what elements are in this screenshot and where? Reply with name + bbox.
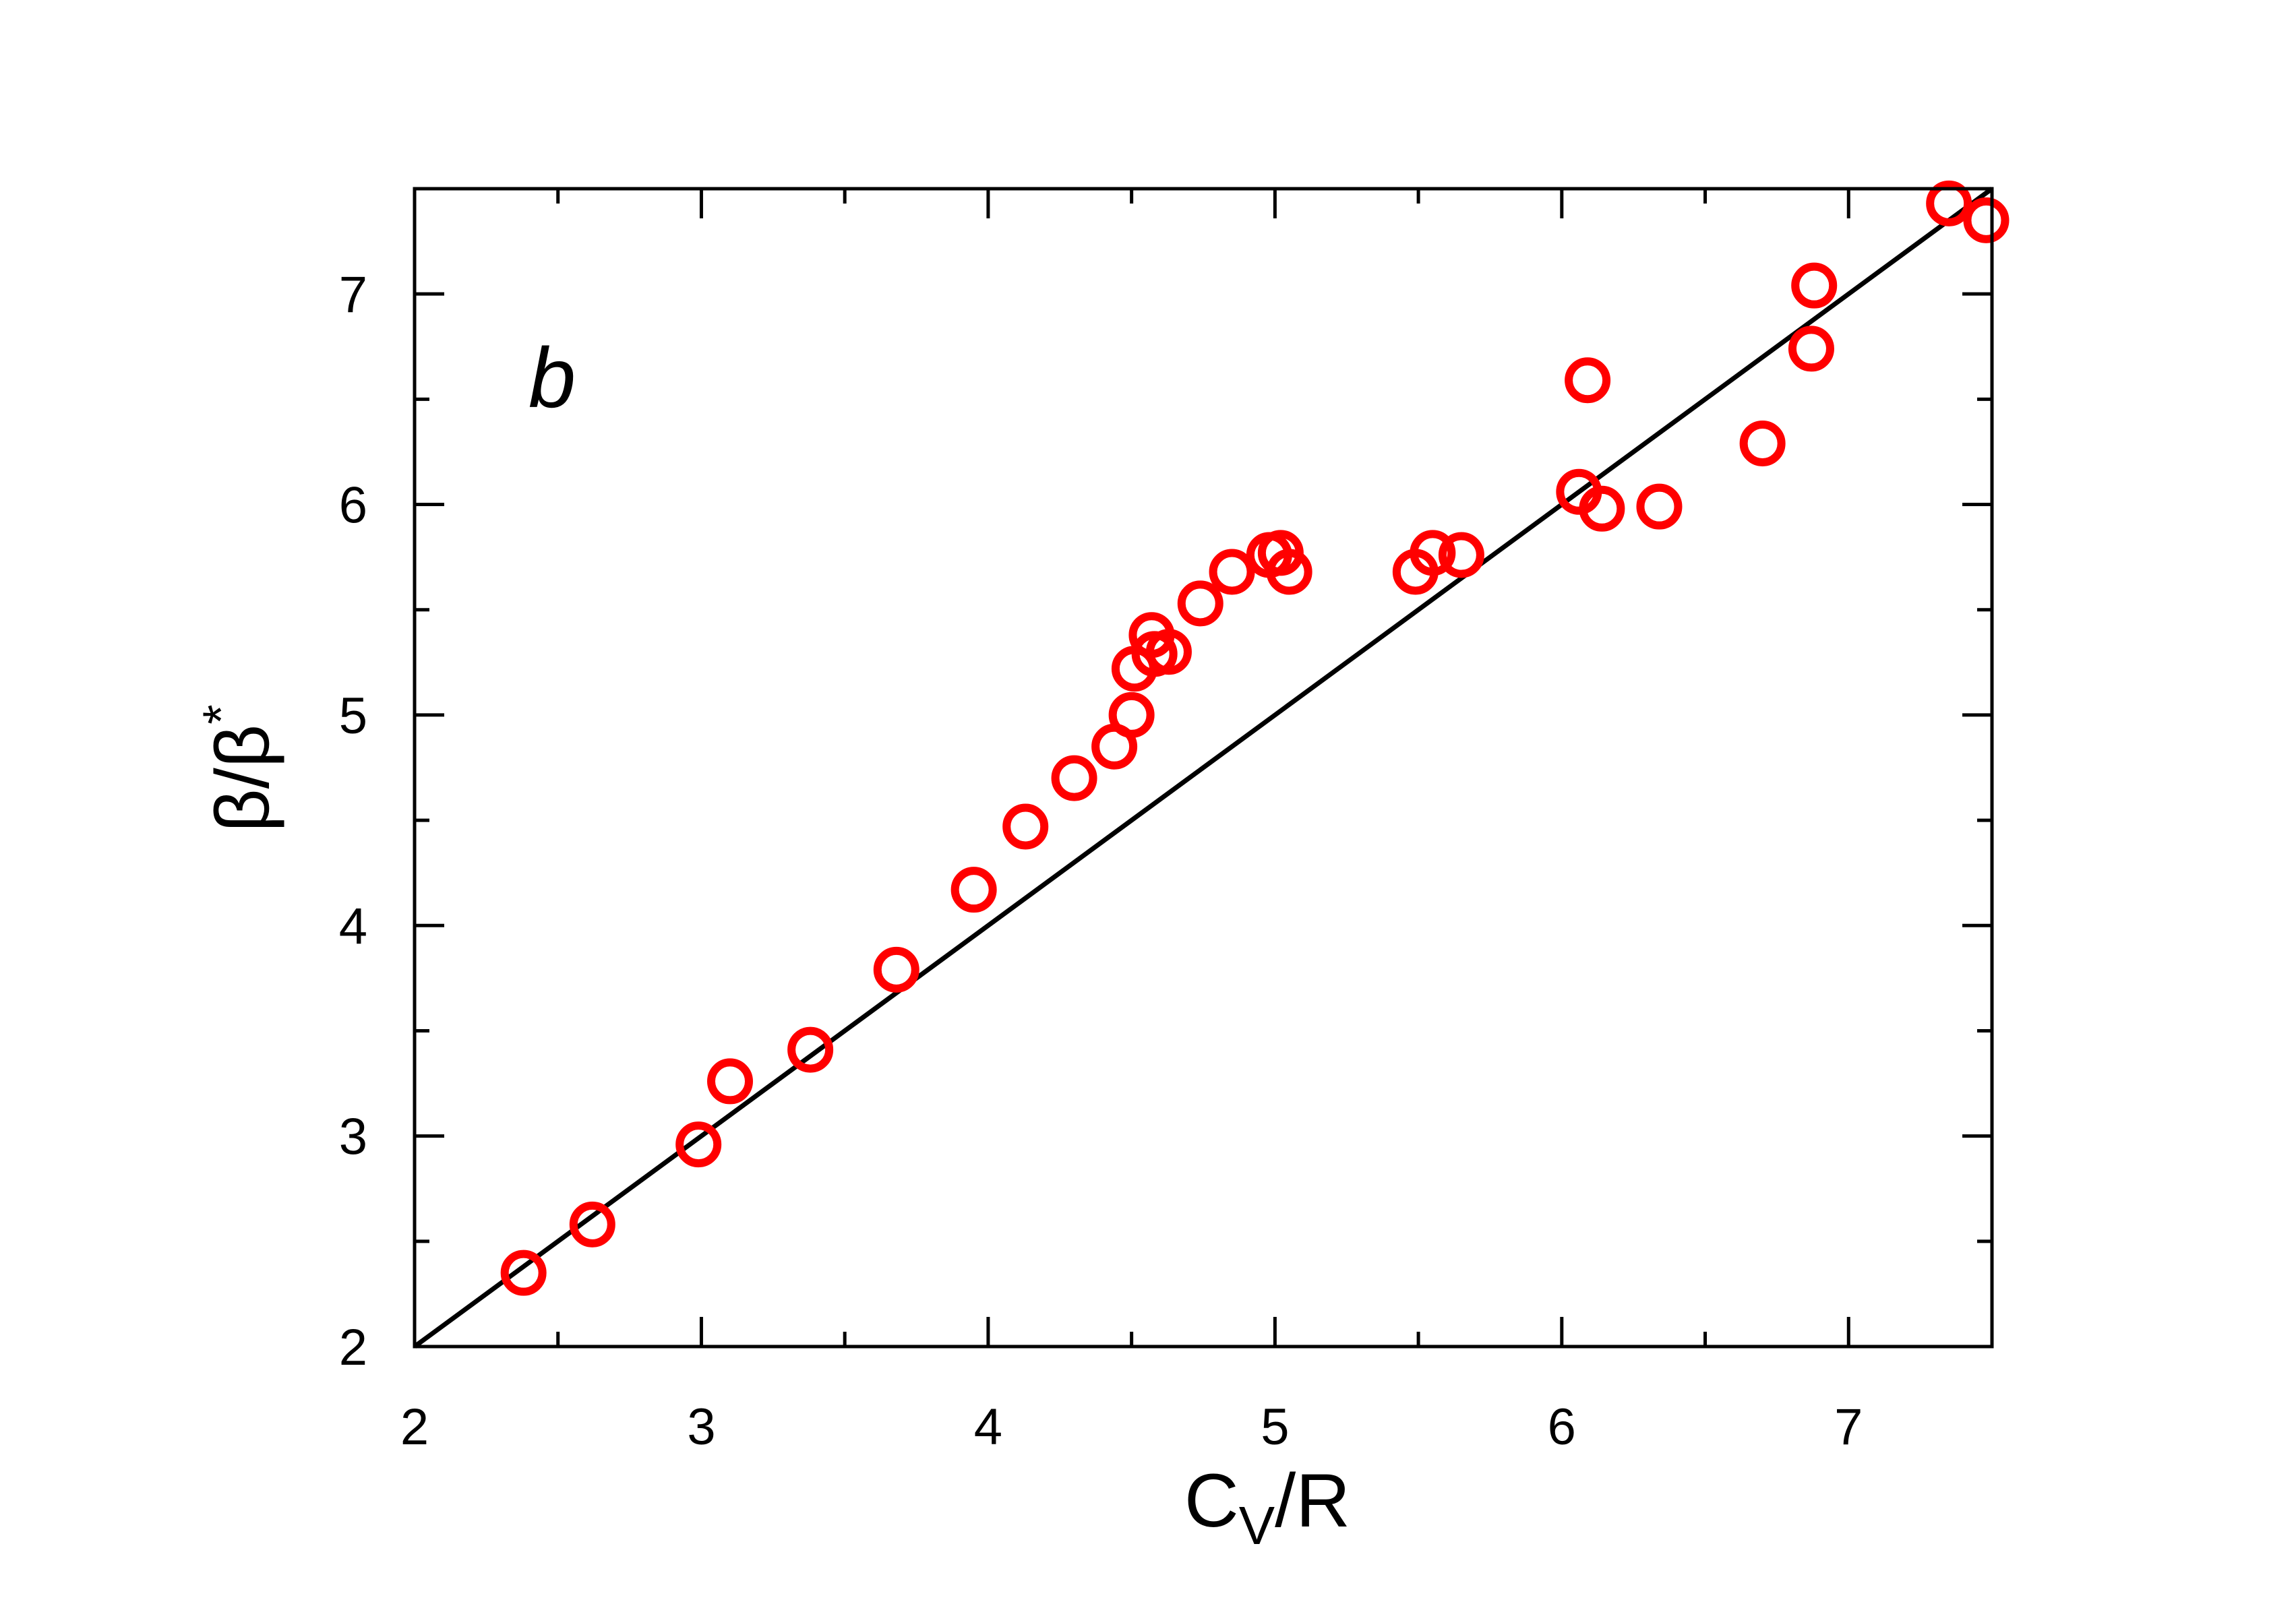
data-point: [787, 1026, 834, 1073]
data-point: [1963, 197, 2010, 243]
data-points-layer: [500, 180, 2010, 1296]
data-point: [1177, 580, 1223, 627]
data-point: [675, 1121, 722, 1168]
data-point: [1579, 485, 1625, 532]
data-point: [1266, 549, 1312, 595]
x-tick-label: 6: [1548, 1398, 1576, 1456]
fit-line: [413, 187, 1994, 1349]
y-tick-label: 7: [339, 266, 367, 323]
x-tick-label: 7: [1834, 1398, 1863, 1456]
y-tick-label: 2: [339, 1319, 367, 1376]
y-tick-label: 6: [339, 477, 367, 534]
y-axis-title-superscript: *: [193, 704, 250, 724]
x-tick-label: 5: [1261, 1398, 1289, 1456]
plot-frame: [413, 187, 1994, 1349]
data-point: [1410, 530, 1456, 576]
data-point: [1128, 612, 1175, 658]
x-tick-label: 4: [974, 1398, 1002, 1456]
data-point: [569, 1201, 615, 1247]
data-point: [873, 946, 919, 993]
x-axis-title-rest: /R: [1275, 1458, 1350, 1543]
y-axis-title-main: β/β: [200, 724, 284, 832]
y-tick-label: 4: [339, 898, 367, 955]
data-point: [950, 867, 997, 913]
data-point: [1002, 803, 1049, 850]
x-axis-title-main: C: [1184, 1458, 1239, 1543]
data-point: [1565, 357, 1611, 404]
data-point: [1788, 326, 1834, 372]
y-tick-label: 3: [339, 1109, 367, 1166]
data-point: [1438, 532, 1484, 578]
x-axis-title: CV/R: [1184, 1458, 1350, 1555]
data-point: [1636, 483, 1683, 530]
x-tick-label: 2: [400, 1398, 429, 1456]
panel-label: b: [528, 330, 576, 425]
data-point: [1739, 420, 1786, 466]
x-tick-label: 3: [687, 1398, 715, 1456]
fit-line-layer: [413, 187, 1994, 1349]
x-axis-title-subscript: V: [1239, 1495, 1275, 1555]
y-tick-label: 5: [339, 687, 367, 745]
data-point: [1209, 549, 1255, 595]
tick-labels: 2 3 4 5 6 7 2 3 4 5 6 7: [339, 266, 1863, 1456]
data-point: [1926, 180, 1972, 226]
data-point: [1791, 262, 1838, 309]
data-point: [707, 1058, 753, 1105]
y-axis-title: β/β*: [193, 704, 284, 832]
data-point: [500, 1250, 547, 1296]
data-point: [1051, 755, 1097, 801]
data-point: [1108, 691, 1155, 738]
